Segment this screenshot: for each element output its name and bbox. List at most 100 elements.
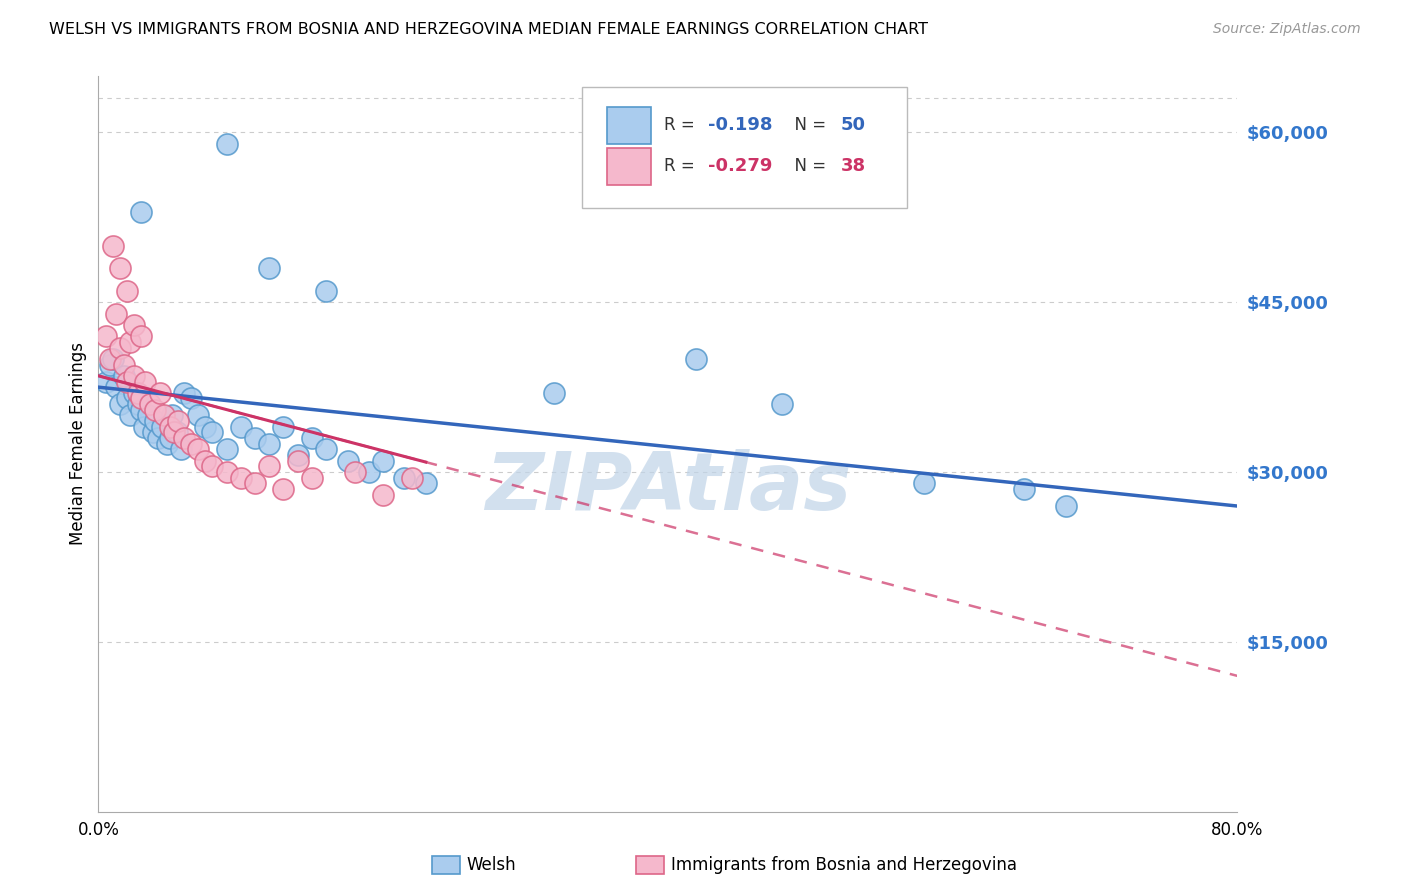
Point bbox=[259, 261, 281, 276]
Point bbox=[415, 476, 437, 491]
Point bbox=[134, 375, 156, 389]
Point bbox=[104, 380, 127, 394]
Point bbox=[343, 465, 366, 479]
Point bbox=[98, 358, 121, 372]
Point bbox=[229, 471, 252, 485]
Point bbox=[122, 385, 145, 400]
Point bbox=[127, 397, 149, 411]
Point bbox=[912, 476, 935, 491]
Point bbox=[115, 284, 138, 298]
Point bbox=[167, 414, 190, 428]
Point bbox=[201, 425, 224, 440]
Point bbox=[112, 358, 135, 372]
Point bbox=[1012, 482, 1035, 496]
Point bbox=[401, 471, 423, 485]
Text: #aaccee: #aaccee bbox=[529, 866, 534, 867]
Point bbox=[215, 136, 238, 151]
Point bbox=[173, 431, 195, 445]
Point bbox=[173, 385, 195, 400]
Text: 50: 50 bbox=[841, 116, 866, 134]
Point bbox=[215, 442, 238, 457]
Point bbox=[273, 419, 295, 434]
Point bbox=[1056, 499, 1078, 513]
Point bbox=[145, 402, 167, 417]
Point bbox=[115, 375, 138, 389]
Point bbox=[215, 465, 238, 479]
Text: R =: R = bbox=[665, 157, 700, 176]
Point bbox=[336, 454, 359, 468]
Point bbox=[112, 368, 135, 383]
Point bbox=[101, 238, 124, 252]
Text: -0.198: -0.198 bbox=[707, 116, 772, 134]
Point bbox=[163, 425, 186, 440]
Point bbox=[770, 397, 793, 411]
Point bbox=[194, 419, 217, 434]
Point bbox=[159, 419, 181, 434]
Point bbox=[201, 459, 224, 474]
Point bbox=[243, 476, 266, 491]
Point bbox=[129, 204, 152, 219]
Point bbox=[108, 397, 131, 411]
Point bbox=[122, 318, 145, 332]
Point bbox=[273, 482, 295, 496]
Point bbox=[301, 471, 323, 485]
Point bbox=[94, 329, 117, 343]
Point bbox=[543, 385, 565, 400]
Point bbox=[315, 442, 337, 457]
Point bbox=[129, 402, 152, 417]
Point bbox=[136, 409, 159, 423]
Bar bbox=[607, 148, 651, 185]
Point bbox=[301, 431, 323, 445]
Point bbox=[122, 368, 145, 383]
Point bbox=[129, 329, 152, 343]
Point bbox=[108, 341, 131, 355]
Point bbox=[357, 465, 380, 479]
Point bbox=[162, 409, 184, 423]
Point bbox=[104, 307, 127, 321]
Point bbox=[108, 261, 131, 276]
Text: N =: N = bbox=[785, 116, 831, 134]
Text: N =: N = bbox=[785, 157, 831, 176]
Point bbox=[259, 459, 281, 474]
Text: Immigrants from Bosnia and Herzegovina: Immigrants from Bosnia and Herzegovina bbox=[671, 856, 1017, 874]
Point bbox=[118, 334, 141, 349]
Text: -0.279: -0.279 bbox=[707, 157, 772, 176]
Point bbox=[259, 436, 281, 450]
Point bbox=[152, 419, 174, 434]
Text: WELSH VS IMMIGRANTS FROM BOSNIA AND HERZEGOVINA MEDIAN FEMALE EARNINGS CORRELATI: WELSH VS IMMIGRANTS FROM BOSNIA AND HERZ… bbox=[49, 22, 928, 37]
Point bbox=[138, 397, 160, 411]
Point bbox=[129, 392, 152, 406]
Point bbox=[159, 431, 181, 445]
Point bbox=[373, 454, 395, 468]
Point bbox=[180, 436, 202, 450]
Point bbox=[229, 419, 252, 434]
Point bbox=[166, 425, 188, 440]
Point bbox=[287, 454, 309, 468]
Text: Source: ZipAtlas.com: Source: ZipAtlas.com bbox=[1213, 22, 1361, 37]
Y-axis label: Median Female Earnings: Median Female Earnings bbox=[69, 343, 87, 545]
Text: 38: 38 bbox=[841, 157, 866, 176]
Point bbox=[287, 448, 309, 462]
Point bbox=[373, 488, 395, 502]
FancyBboxPatch shape bbox=[582, 87, 907, 209]
Point bbox=[118, 409, 141, 423]
Point bbox=[115, 392, 138, 406]
Point bbox=[94, 375, 117, 389]
Point bbox=[153, 409, 176, 423]
Point bbox=[187, 409, 209, 423]
Point bbox=[685, 351, 707, 366]
Point bbox=[132, 419, 155, 434]
Point bbox=[394, 471, 416, 485]
Text: ZIPAtlas: ZIPAtlas bbox=[485, 449, 851, 527]
Point bbox=[315, 284, 337, 298]
Point bbox=[149, 385, 172, 400]
Point bbox=[180, 392, 202, 406]
Point bbox=[243, 431, 266, 445]
Text: R =: R = bbox=[665, 116, 700, 134]
Point bbox=[101, 351, 124, 366]
Point bbox=[98, 351, 121, 366]
Point bbox=[127, 385, 149, 400]
Point bbox=[170, 442, 193, 457]
Point bbox=[194, 454, 217, 468]
Point bbox=[141, 425, 163, 440]
